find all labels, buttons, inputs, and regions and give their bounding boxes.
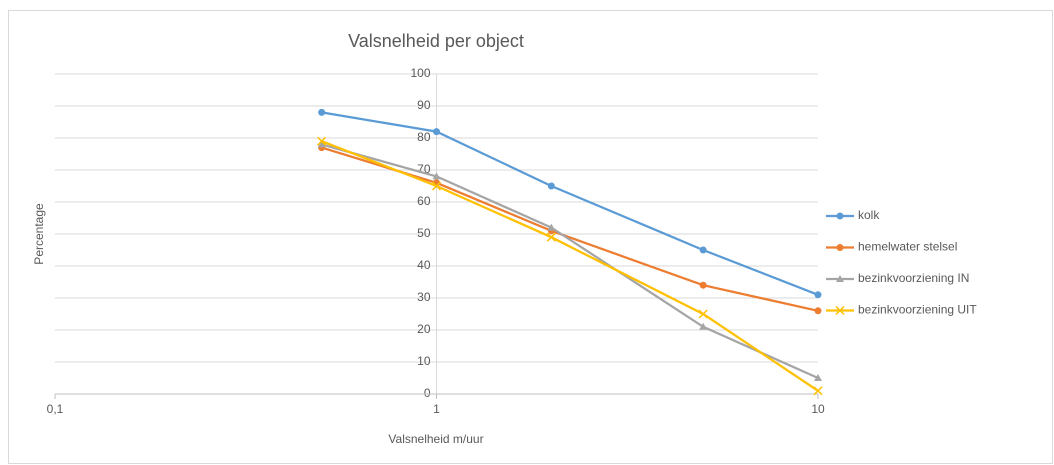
- x-tick-label: 1: [433, 402, 440, 416]
- point: [814, 374, 822, 381]
- y-tick-label: 10: [417, 354, 431, 368]
- point: [814, 307, 822, 315]
- y-tick-label: 100: [410, 66, 430, 80]
- chart-border: [8, 10, 1053, 464]
- y-tick-label: 20: [417, 322, 431, 336]
- x-axis-label: Valsnelheid m/uur: [388, 432, 483, 446]
- point: [317, 140, 326, 148]
- legend-marker: [836, 275, 844, 282]
- y-axis-label: Percentage: [32, 203, 46, 265]
- y-tick-label: 60: [417, 194, 431, 208]
- x-tick-label: 10: [811, 402, 825, 416]
- point: [547, 223, 556, 231]
- y-tick-label: 80: [417, 130, 431, 144]
- x-tick-label: 0,1: [47, 402, 64, 416]
- point: [814, 291, 822, 299]
- chart-title: Valsnelheid per object: [348, 31, 524, 51]
- point: [317, 136, 327, 146]
- point: [433, 128, 440, 136]
- point: [699, 281, 707, 289]
- y-tick-label: 40: [417, 258, 431, 272]
- point: [546, 232, 556, 242]
- point: [813, 386, 823, 396]
- y-tick-label: 50: [417, 226, 431, 240]
- legend-label: bezinkvoorziening IN: [858, 271, 969, 285]
- y-tick-label: 30: [417, 290, 431, 304]
- y-tick-label: 90: [417, 98, 431, 112]
- point: [431, 181, 442, 191]
- point: [699, 246, 707, 254]
- legend-marker: [836, 212, 844, 220]
- y-tick-label: 0: [424, 386, 431, 400]
- legend-marker: [836, 244, 844, 251]
- point: [318, 108, 326, 116]
- legend-marker: [835, 305, 845, 316]
- point: [699, 322, 708, 330]
- point: [547, 182, 555, 190]
- legend-label: hemelwater stelsel: [858, 240, 957, 254]
- legend-label: bezinkvoorziening UIT: [858, 303, 977, 317]
- point: [698, 309, 708, 319]
- legend-label: kolk: [858, 208, 880, 222]
- point: [432, 172, 441, 180]
